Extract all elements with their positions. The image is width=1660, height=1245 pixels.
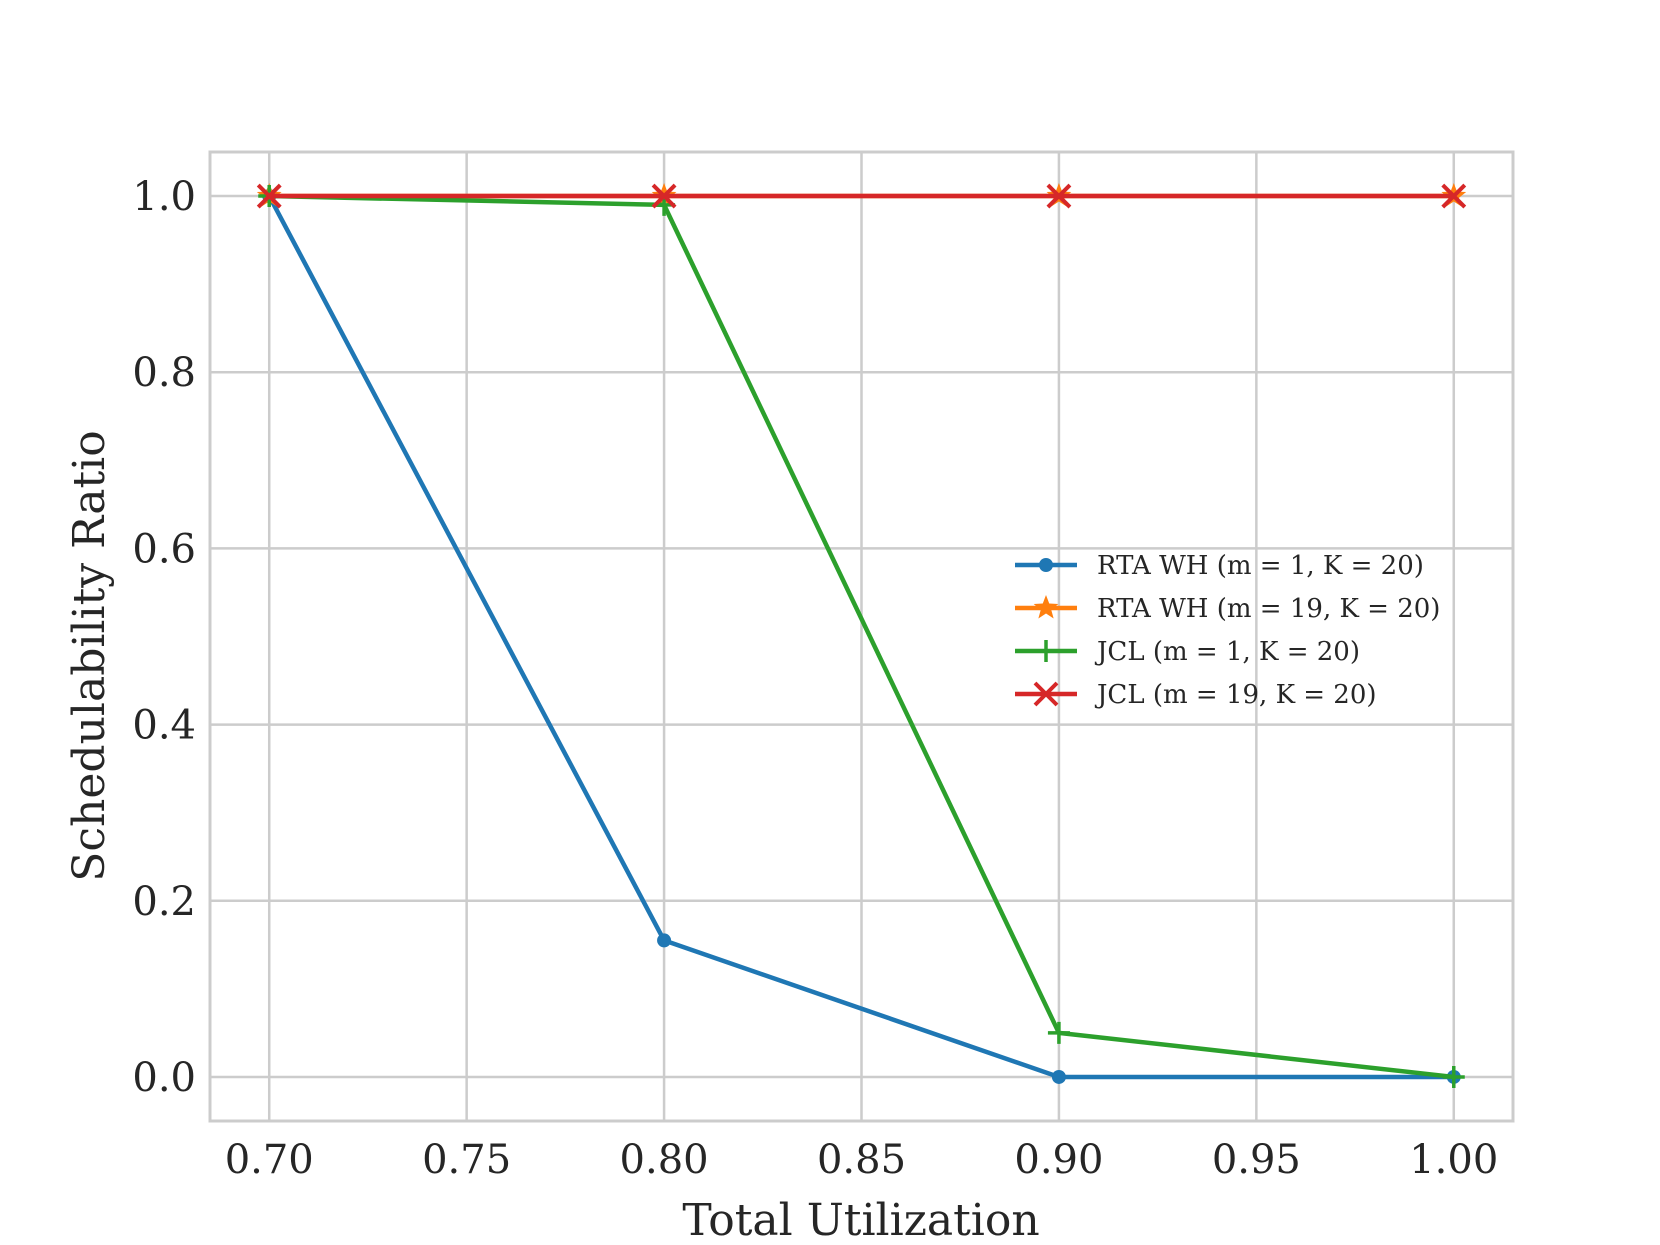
data-point	[1051, 1069, 1066, 1084]
legend-item: JCL (m = 19, K = 20)	[1015, 680, 1377, 710]
y-tick-label: 0.6	[132, 526, 196, 572]
y-tick-label: 0.4	[132, 703, 196, 749]
legend-label: RTA WH (m = 19, K = 20)	[1097, 594, 1440, 624]
legend-label: JCL (m = 19, K = 20)	[1094, 680, 1377, 710]
series-line	[266, 193, 1457, 1080]
x-tick-label: 0.75	[422, 1137, 511, 1183]
y-tick-label: 1.0	[132, 174, 196, 220]
legend-label: RTA WH (m = 1, K = 20)	[1097, 551, 1424, 581]
x-tick-label: 1.00	[1409, 1137, 1498, 1183]
grid	[210, 152, 1513, 1121]
y-tick-label: 0.2	[132, 879, 196, 925]
data-point	[1442, 1065, 1465, 1088]
x-tick-label: 0.90	[1014, 1137, 1103, 1183]
legend-item: JCL (m = 1, K = 20)	[1015, 637, 1360, 667]
y-axis-label: Schedulability Ratio	[64, 430, 115, 882]
series-3	[256, 183, 1467, 209]
data-point	[256, 183, 282, 209]
legend-marker	[1033, 595, 1059, 619]
data-point	[1047, 1021, 1070, 1044]
legend-item: RTA WH (m = 1, K = 20)	[1015, 551, 1424, 581]
legend-item: RTA WH (m = 19, K = 20)	[1015, 594, 1440, 624]
plot-frame	[208, 150, 1515, 1123]
legend: RTA WH (m = 1, K = 20) RTA WH (m = 19, K …	[1015, 551, 1440, 710]
y-tick-label: 0.8	[132, 350, 196, 396]
data-point	[651, 183, 677, 209]
legend-marker	[1039, 558, 1053, 572]
data-point	[657, 933, 672, 948]
legend-marker	[1035, 640, 1057, 662]
series-line	[266, 193, 1457, 1080]
x-tick-label: 0.85	[817, 1137, 906, 1183]
legend-marker	[1033, 681, 1059, 707]
x-tick-label: 0.80	[620, 1137, 709, 1183]
legend-label: JCL (m = 1, K = 20)	[1094, 637, 1360, 667]
x-tick-label: 0.70	[225, 1137, 314, 1183]
data-point	[1441, 183, 1467, 209]
x-axis-label: Total Utilization	[682, 1195, 1039, 1245]
x-tick-label: 0.95	[1212, 1137, 1301, 1183]
data-point	[1046, 183, 1072, 209]
ticks: 0.70 0.75 0.80 0.85 0.90 0.95 1.00 0.0 0.2 0.4 0.6…	[132, 174, 1498, 1183]
series-layer	[256, 183, 1467, 1088]
y-tick-label: 0.0	[132, 1055, 196, 1101]
